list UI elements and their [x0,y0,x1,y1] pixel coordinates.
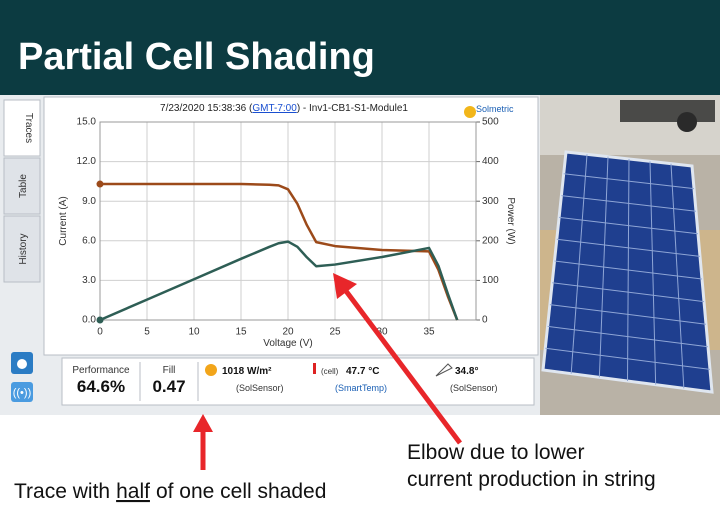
annotation-emphasis: half [116,480,150,503]
fill-label: Fill [163,365,176,376]
temperature-source[interactable]: (SmartTemp) [335,383,387,393]
cell-line [549,304,707,325]
trace-title-part: ) - Inv1-CB1-S1-Module1 [297,103,409,114]
tab-label: History [18,233,29,264]
x-tick-label: 25 [329,327,341,338]
performance-value: 64.6% [77,377,125,396]
y-tick-label: 6.0 [82,235,96,246]
annotation-part: of one cell shaded [156,480,326,503]
series-endpoint [96,180,104,188]
y-tick-label: 9.0 [82,196,96,207]
temperature-value: 47.7 °C [346,366,379,377]
y-tick-label: 15.0 [77,117,97,128]
photo-trailer [620,100,715,122]
slide-title: Partial Cell Shading [18,36,375,78]
tilt-source: (SolSensor) [450,383,498,393]
plot-frame [99,121,477,321]
chart-panel [43,96,539,356]
x-tick-label: 35 [423,327,435,338]
annotation: current production in string [407,468,656,491]
y2-axis-label: Power (W) [505,197,516,244]
camera-lens [17,359,27,369]
annotation-part: Trace with [14,480,110,503]
y-axis-label: Current (A) [58,196,69,245]
tab[interactable] [3,215,41,283]
chart: 0 5 10 15 20 25 30 35 0.0 3.0 6.0 9.0 12.0 15.0 0 100 20… [58,117,516,349]
fill-value: 0.47 [152,377,185,396]
cell-line [563,173,695,190]
arrows [193,273,462,470]
y2-tick-label: 500 [482,117,499,128]
tab[interactable] [3,157,41,215]
arrow-head [193,414,213,432]
cell-line [545,347,711,370]
timezone-link[interactable]: GMT-7:00 [252,103,297,114]
arrow-head [333,273,357,299]
y2-tick-label: 0 [482,315,488,326]
temperature-prefix: (cell) [321,367,339,376]
panel-cells [545,154,711,389]
x-tick-label: 20 [282,327,294,338]
performance-label: Performance [72,365,130,376]
x-tick-label: 30 [376,327,388,338]
tilt-icon [435,363,453,377]
trace-title: 7/23/2020 15:38:36 (GMT-7:00) - Inv1-CB1… [160,103,408,114]
y-tick-label: 3.0 [82,275,96,286]
wireless-glyph: ((•)) [13,387,32,399]
annotation: Trace with half of one cell shaded [14,480,326,503]
cell-line [559,216,699,235]
cell-line [561,195,697,212]
irradiance-source: (SolSensor) [236,383,284,393]
y2-tick-label: 300 [482,196,499,207]
series-line [100,182,459,321]
y2-tick-label: 400 [482,156,499,167]
series-line [99,240,459,322]
y-tick-label: 12.0 [77,156,97,167]
x-tick-label: 15 [235,327,247,338]
brand-logo [464,106,476,118]
thermometer-icon [313,363,316,374]
x-tick-label: 5 [144,327,150,338]
x-axis-label: Voltage (V) [263,338,312,349]
tab[interactable] [3,99,41,157]
wireless-icon[interactable] [11,382,33,402]
y2-tick-label: 200 [482,235,499,246]
y-tick-label: 0.0 [82,315,96,326]
cell-line [552,282,705,303]
x-tick-label: 0 [97,327,103,338]
x-tick-label: 10 [188,327,200,338]
tab-label: Table [18,174,29,198]
tilt-value: 34.8° [455,366,478,377]
trace-title-part: 7/23/2020 15:38:36 ( [160,103,253,114]
series-endpoint [96,316,104,324]
title-band [0,0,720,95]
irradiance-value: 1018 W/m² [222,366,272,377]
arrow-shaft [341,285,462,445]
cell-line [554,260,703,280]
tab-label: Traces [23,113,34,143]
annotation: Elbow due to lower [407,441,584,464]
y2-tick-label: 100 [482,275,499,286]
photo-wheel [677,112,697,132]
status-bar [61,357,535,406]
brand: Solmetric [476,104,514,114]
cell-line [556,238,701,257]
sun-icon [205,364,217,376]
cell-line [547,325,709,348]
